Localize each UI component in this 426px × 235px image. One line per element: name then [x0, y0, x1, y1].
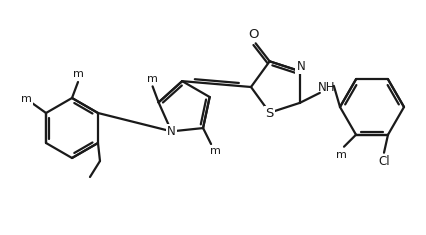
Text: O: O [248, 28, 258, 41]
Text: m: m [209, 146, 220, 156]
Text: m: m [72, 69, 83, 79]
Text: m: m [335, 150, 345, 160]
Text: Cl: Cl [377, 155, 389, 168]
Text: NH: NH [317, 81, 335, 94]
Text: m: m [147, 74, 158, 84]
Text: N: N [167, 125, 176, 138]
Text: N: N [296, 60, 305, 73]
Text: S: S [265, 107, 273, 120]
Text: m: m [20, 94, 32, 104]
